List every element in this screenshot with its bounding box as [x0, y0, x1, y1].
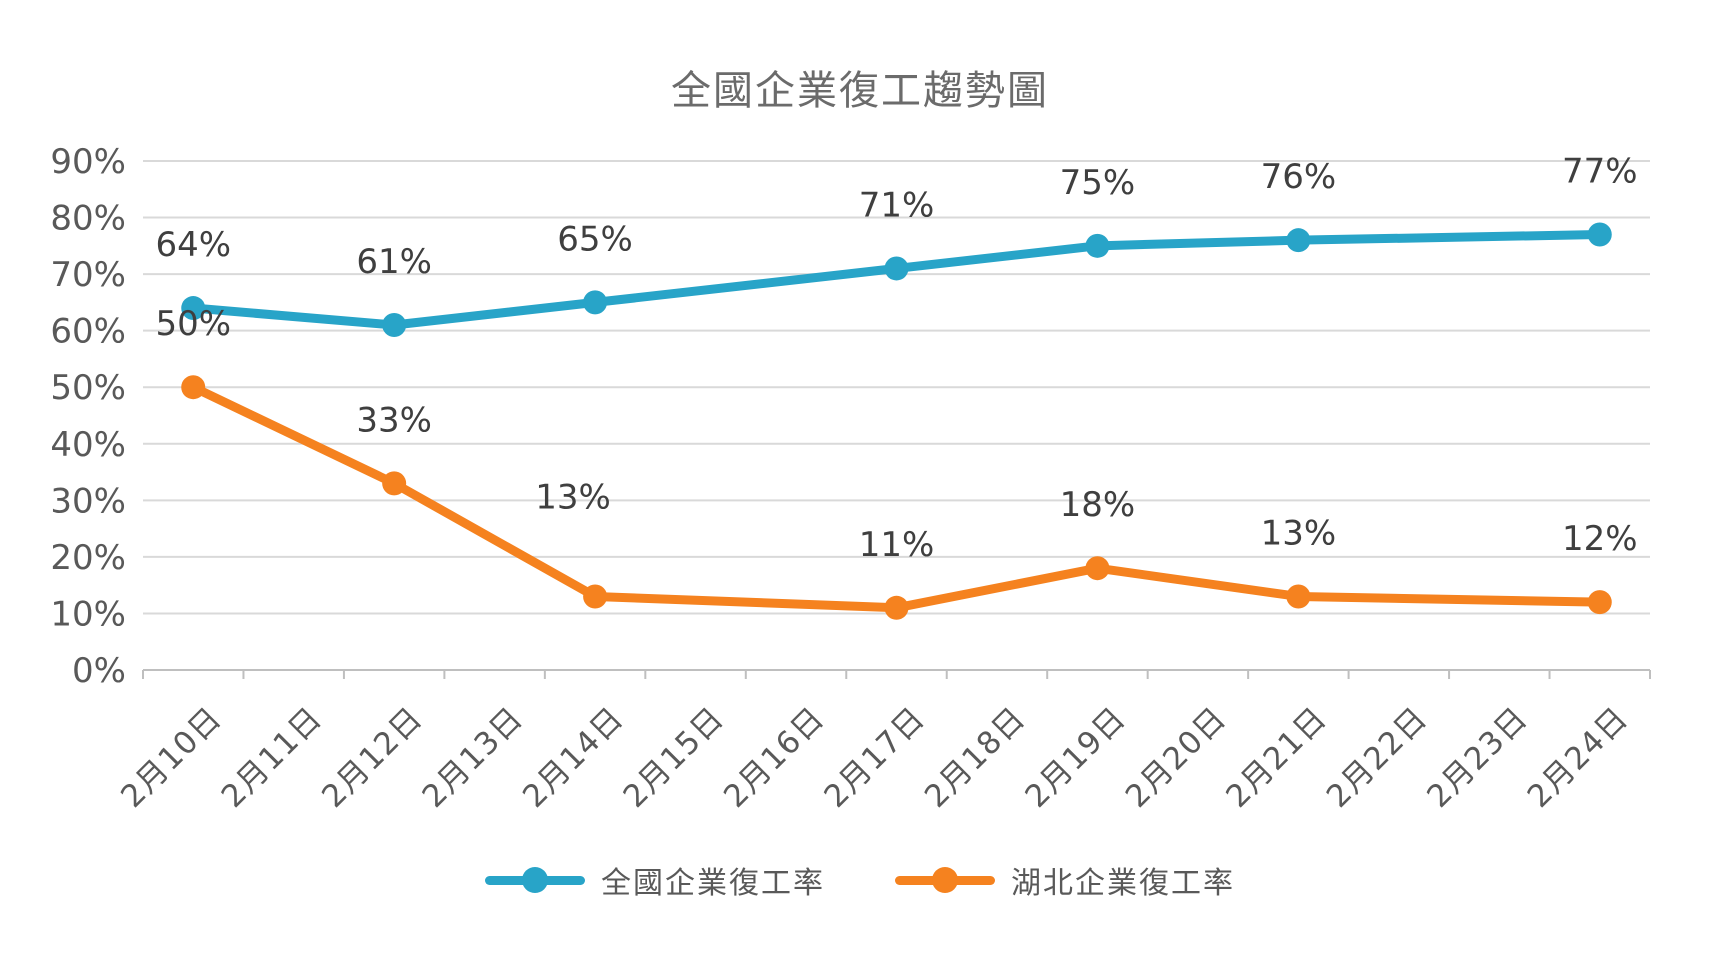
y-axis-label: 80%: [50, 199, 126, 239]
national-series-legend-marker: [485, 866, 585, 894]
x-axis-label: 2月13日: [416, 700, 531, 815]
x-axis-label: 2月16日: [717, 700, 832, 815]
series-0-data-point: [1085, 233, 1110, 258]
legend-label-national: 全國企業復工率: [601, 866, 825, 901]
y-axis-label: 90%: [50, 142, 126, 182]
data-label: 50%: [155, 304, 231, 344]
data-label: 64%: [155, 225, 231, 265]
series-1-data-point: [884, 595, 909, 620]
data-label: 61%: [356, 242, 432, 282]
y-axis-label: 50%: [50, 368, 126, 408]
legend-item-national: 全國企業復工率: [485, 858, 825, 902]
series-0-data-point: [1587, 222, 1612, 247]
series-1-data-point: [1085, 556, 1110, 581]
data-label: 12%: [1562, 519, 1638, 559]
data-label: 75%: [1060, 163, 1136, 203]
x-axis-label: 2月14日: [516, 700, 631, 815]
y-axis-label: 10%: [50, 594, 126, 634]
series-0-data-point: [1286, 228, 1311, 253]
y-axis-label: 30%: [50, 481, 126, 521]
series-1-data-point: [1286, 584, 1311, 609]
legend-label-hubei: 湖北企業復工率: [1011, 866, 1235, 901]
legend-item-hubei: 湖北企業復工率: [895, 858, 1235, 902]
x-axis-label: 2月12日: [315, 700, 430, 815]
y-axis-label: 20%: [50, 538, 126, 578]
series-0-data-point: [382, 313, 407, 338]
y-axis-label: 0%: [72, 651, 126, 691]
data-label: 18%: [1060, 485, 1136, 525]
series-1-data-point: [1587, 590, 1612, 615]
hubei-legend-dot: [932, 867, 958, 893]
x-axis-label: 2月18日: [918, 700, 1033, 815]
data-label: 71%: [859, 185, 935, 225]
x-axis-label: 2月21日: [1219, 700, 1334, 815]
data-label: 13%: [1261, 513, 1337, 553]
series-0-data-point: [181, 296, 206, 321]
x-axis-label: 2月23日: [1420, 700, 1535, 815]
series-1-data-point: [181, 375, 206, 400]
x-axis-label: 2月10日: [114, 700, 229, 815]
y-axis-label: 70%: [50, 255, 126, 295]
data-label: 13%: [535, 477, 611, 517]
y-axis-label: 60%: [50, 312, 126, 352]
x-axis-label: 2月19日: [1018, 700, 1133, 815]
data-label: 65%: [557, 219, 633, 259]
series-1-data-point: [583, 584, 608, 609]
series-1-data-point: [382, 471, 407, 496]
data-label: 76%: [1261, 157, 1337, 197]
chart-title: 全國企業復工趨勢圖: [671, 68, 1049, 114]
series-0-data-point: [583, 290, 608, 315]
data-label: 33%: [356, 400, 432, 440]
national-legend-dot: [522, 867, 548, 893]
x-axis-label: 2月11日: [215, 700, 330, 815]
x-axis-label: 2月20日: [1119, 700, 1234, 815]
y-axis-label: 40%: [50, 425, 126, 465]
x-axis-label: 2月15日: [617, 700, 732, 815]
x-axis-label: 2月22日: [1320, 700, 1435, 815]
x-axis-label: 2月24日: [1521, 700, 1636, 815]
chart-legend: 全國企業復工率 湖北企業復工率: [0, 858, 1720, 902]
x-axis-label: 2月17日: [817, 700, 932, 815]
hubei-series-legend-marker: [895, 866, 995, 894]
series-0-data-point: [884, 256, 909, 281]
data-label: 77%: [1562, 152, 1638, 192]
data-label: 11%: [859, 525, 935, 565]
